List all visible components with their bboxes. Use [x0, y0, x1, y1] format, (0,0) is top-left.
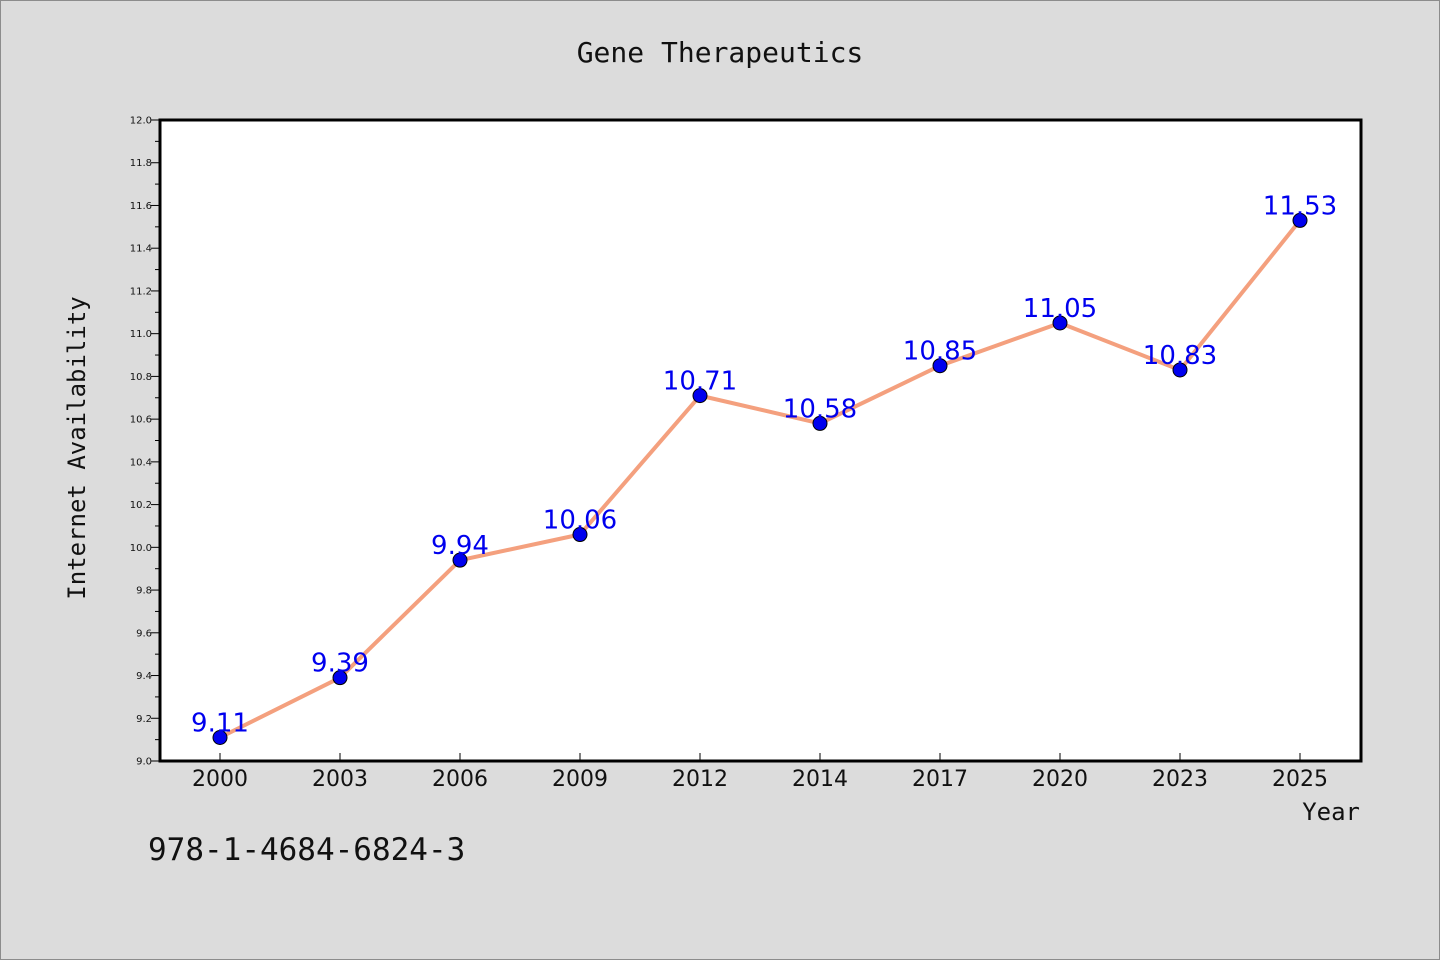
data-label: 10.06: [543, 506, 617, 536]
x-axis-label: Year: [1302, 798, 1360, 826]
x-tick-label: 2003: [312, 767, 368, 792]
data-point: [692, 388, 708, 404]
y-tick-label: 10.0: [130, 543, 152, 554]
x-tick-label: 2012: [672, 767, 728, 792]
x-axis: 2000 2003 2006 2009 2012 2014 2017 2020 2023 2025: [192, 753, 1328, 792]
y-axis: 9.0 9.2 9.4 9.6 9.8 10.0 10.2 10.4 10.6 10.8 11.0 1…: [130, 116, 160, 768]
x-tick-label: 2006: [432, 767, 488, 792]
data-point: [932, 358, 948, 374]
y-tick-label: 10.4: [130, 457, 152, 468]
data-label: 9.11: [191, 708, 249, 738]
y-tick-label: 9.0: [136, 757, 152, 768]
y-tick-label: 9.4: [136, 671, 152, 682]
y-tick-label: 9.6: [136, 628, 152, 639]
y-tick-label: 11.2: [130, 286, 152, 297]
series-line: [219, 219, 1302, 740]
data-label: 9.39: [311, 649, 369, 679]
data-point: [332, 670, 348, 686]
y-tick-label: 12.0: [130, 116, 152, 127]
y-tick-label: 11.0: [130, 329, 152, 340]
y-tick-label: 9.8: [136, 586, 152, 597]
x-tick-label: 2009: [552, 767, 608, 792]
y-tick-label: 10.8: [130, 372, 152, 383]
data-point: [812, 415, 828, 431]
plot-border: [158, 118, 1363, 763]
data-label: 11.53: [1263, 191, 1337, 221]
y-tick-label: 11.6: [130, 201, 152, 212]
data-point: [1052, 315, 1068, 331]
y-tick-label: 9.2: [136, 714, 152, 725]
y-tick-label: 11.4: [130, 244, 152, 255]
data-point: [212, 729, 228, 745]
plot-area: [160, 120, 1361, 761]
y-tick-label: 11.8: [130, 158, 152, 169]
data-point: [1172, 362, 1188, 378]
data-label: 10.83: [1143, 341, 1217, 371]
data-label: 10.71: [663, 367, 737, 397]
x-tick-label: 2017: [912, 767, 968, 792]
data-label: 11.05: [1023, 294, 1097, 324]
data-labels: 9.11 9.39 9.94 10.06 10.71 10.58 10.85 11.05 10.…: [191, 191, 1337, 738]
y-tick-label: 10.6: [130, 415, 152, 426]
data-points: [212, 212, 1308, 745]
x-tick-label: 2014: [792, 767, 848, 792]
data-point: [572, 527, 588, 543]
isbn-text: 978-1-4684-6824-3: [148, 832, 466, 868]
data-point: [1292, 212, 1308, 228]
x-tick-label: 2020: [1032, 767, 1088, 792]
y-axis-label: Internet Availability: [63, 296, 91, 599]
data-point: [452, 552, 468, 568]
data-label: 9.94: [431, 531, 489, 561]
chart-title: Gene Therapeutics: [577, 36, 864, 69]
x-tick-label: 2023: [1152, 767, 1208, 792]
x-tick-label: 2025: [1272, 767, 1328, 792]
data-label: 10.58: [783, 394, 857, 424]
y-tick-label: 10.2: [130, 500, 152, 511]
data-label: 10.85: [903, 337, 977, 367]
x-tick-label: 2000: [192, 767, 248, 792]
